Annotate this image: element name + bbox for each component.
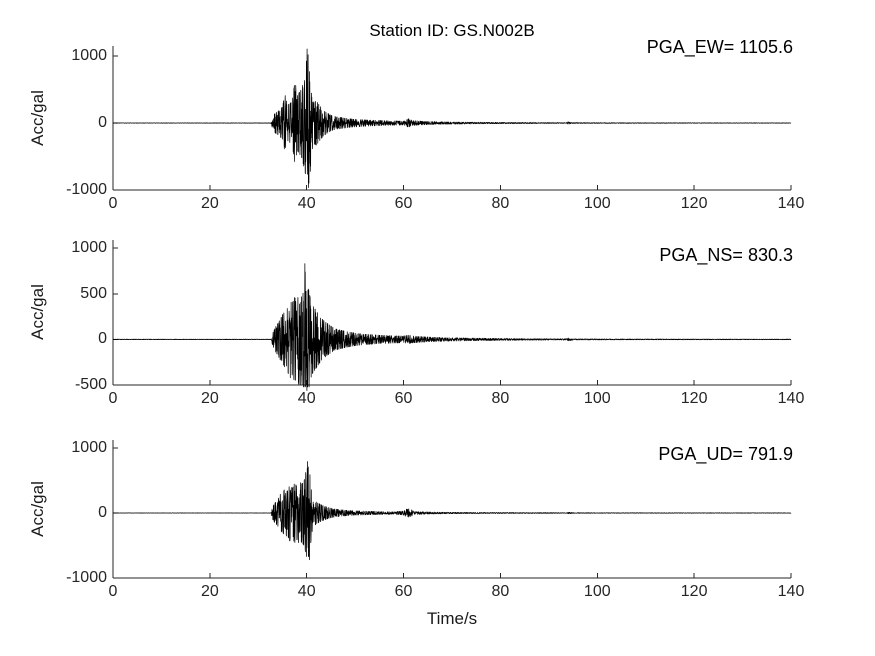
pga-ud-annotation: PGA_UD= 791.9 [658, 444, 793, 464]
pga-ns-annotation: PGA_NS= 830.3 [659, 245, 793, 265]
y-tick-label: 0 [98, 114, 107, 132]
x-tick-label: 80 [491, 195, 510, 212]
x-tick-label: 100 [583, 195, 611, 212]
x-tick-label: 120 [680, 390, 708, 407]
y-tick-label: -1000 [66, 569, 107, 586]
x-tick-label: 100 [583, 583, 611, 600]
x-tick-label: 120 [680, 583, 708, 600]
x-tick-label: 40 [297, 583, 316, 600]
y-tick-label: 500 [80, 284, 107, 302]
trace-ns [112, 263, 792, 391]
x-tick-label: 80 [491, 390, 510, 407]
x-tick-label: 140 [777, 583, 805, 600]
x-tick-label: 120 [680, 195, 708, 212]
x-tick-label: 20 [200, 390, 219, 407]
x-tick-label: 20 [200, 195, 219, 212]
x-tick-label: 40 [297, 390, 316, 407]
x-tick-label: 60 [394, 195, 413, 212]
x-tick-label: 0 [108, 195, 118, 212]
x-axis-label: Time/s [426, 609, 478, 628]
y-tick-label: 0 [98, 330, 107, 348]
figure-title: Station ID: GS.N002B [369, 21, 535, 40]
trace-ud [112, 461, 792, 561]
x-tick-label: 0 [108, 390, 118, 407]
y-tick-label: 1000 [71, 47, 107, 65]
y-tick-label: 1000 [71, 239, 107, 257]
x-tick-label: 0 [108, 583, 118, 600]
trace-ew [112, 48, 792, 189]
y-tick-label: -1000 [66, 181, 107, 198]
x-tick-label: 80 [491, 583, 510, 600]
y-tick-label: -500 [74, 376, 107, 393]
x-tick-label: 140 [777, 390, 805, 407]
x-tick-label: 100 [583, 390, 611, 407]
x-tick-label: 20 [200, 583, 219, 600]
x-tick-label: 140 [777, 195, 805, 212]
x-tick-label: 60 [394, 390, 413, 407]
pga-ew-annotation: PGA_EW= 1105.6 [646, 37, 793, 57]
y-tick-label: 0 [98, 503, 107, 521]
y-tick-label: 1000 [71, 438, 107, 456]
x-tick-label: 60 [394, 583, 413, 600]
x-tick-label: 40 [297, 195, 316, 212]
